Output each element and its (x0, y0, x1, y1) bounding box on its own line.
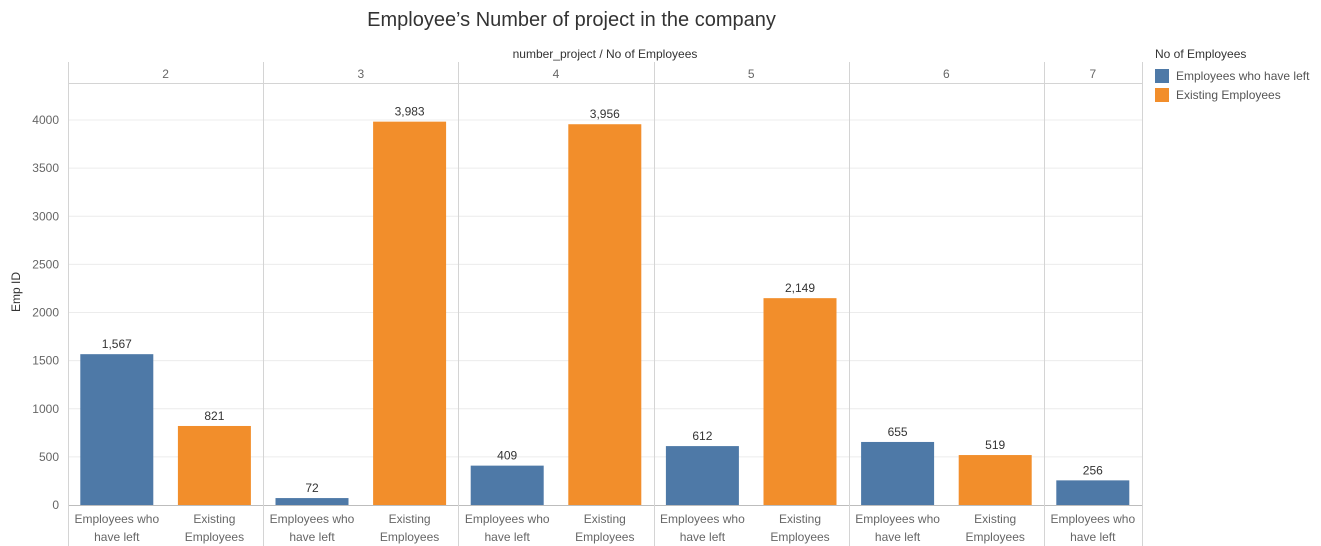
data-label: 2,149 (785, 281, 815, 295)
legend-item-left[interactable]: Employees who have left (1155, 66, 1309, 85)
bar-5-left (665, 446, 739, 505)
y-tick-label: 3000 (32, 209, 59, 223)
legend-item-existing[interactable]: Existing Employees (1155, 85, 1309, 104)
category-label: Employees (185, 530, 244, 544)
y-tick-label: 2500 (32, 257, 59, 271)
data-label: 519 (985, 438, 1005, 452)
data-label: 3,983 (395, 105, 425, 119)
bar-4-left (470, 465, 544, 505)
bar-3-left (275, 498, 349, 505)
data-label: 821 (204, 409, 224, 423)
data-label: 409 (497, 449, 517, 463)
bar-5-existing (763, 298, 837, 505)
data-label: 256 (1083, 463, 1103, 477)
chart-title: Employee’s Number of project in the comp… (367, 9, 776, 31)
category-label: Employees (966, 530, 1025, 544)
category-label: Employees (770, 530, 829, 544)
legend-swatch-existing (1155, 87, 1169, 102)
category-label: have left (680, 530, 726, 544)
category-label: Employees who (1050, 512, 1135, 526)
bar-2-left (80, 354, 154, 505)
legend-label-left: Employees who have left (1176, 68, 1310, 83)
column-header-label: number_project / No of Employees (513, 47, 698, 61)
bar-6-existing (958, 455, 1032, 505)
bar-chart: number_project / No of Employees 0 500 1000… (9, 47, 1143, 546)
legend-swatch-left (1155, 68, 1169, 83)
category-label: Employees (575, 530, 634, 544)
data-label: 1,567 (102, 337, 132, 351)
bar-4-existing (568, 124, 642, 506)
category-label: Employees who (270, 512, 355, 526)
bar-2-existing (177, 425, 251, 505)
category-label: Existing (974, 512, 1016, 526)
category-label: have left (289, 530, 335, 544)
bar-6-left (861, 441, 935, 505)
category-label: Employees who (74, 512, 159, 526)
data-label: 612 (692, 429, 712, 443)
group-label-7: 7 (1089, 67, 1096, 81)
category-label: Existing (193, 512, 235, 526)
legend-title: No of Employees (1155, 47, 1247, 61)
category-label: have left (485, 530, 531, 544)
group-label-3: 3 (357, 67, 364, 81)
bar-7-left (1056, 480, 1130, 505)
group-label-4: 4 (553, 67, 560, 81)
y-tick-label: 0 (52, 498, 59, 512)
legend: No of Employees Employees who have left … (1155, 47, 1309, 104)
category-label: Employees who (855, 512, 940, 526)
y-axis-title: Emp ID (9, 272, 23, 312)
category-label: have left (94, 530, 140, 544)
y-tick-label: 4000 (32, 113, 59, 127)
group-label-6: 6 (943, 67, 950, 81)
category-label: Employees who (465, 512, 550, 526)
category-label: Employees (380, 530, 439, 544)
category-label: have left (875, 530, 921, 544)
data-label: 3,956 (590, 107, 620, 121)
group-label-5: 5 (748, 67, 755, 81)
legend-label-existing: Existing Employees (1176, 87, 1281, 102)
category-label: have left (1070, 530, 1116, 544)
category-label: Existing (779, 512, 821, 526)
category-label: Existing (584, 512, 626, 526)
bar-3-existing (373, 121, 447, 505)
y-tick-label: 2000 (32, 306, 59, 320)
y-tick-label: 500 (39, 450, 59, 464)
data-label: 655 (888, 425, 908, 439)
group-label-2: 2 (162, 67, 169, 81)
y-tick-label: 1000 (32, 402, 59, 416)
category-label: Employees who (660, 512, 745, 526)
y-tick-label: 1500 (32, 354, 59, 368)
y-tick-label: 3500 (32, 161, 59, 175)
category-label: Existing (389, 512, 431, 526)
data-label: 72 (305, 481, 319, 495)
